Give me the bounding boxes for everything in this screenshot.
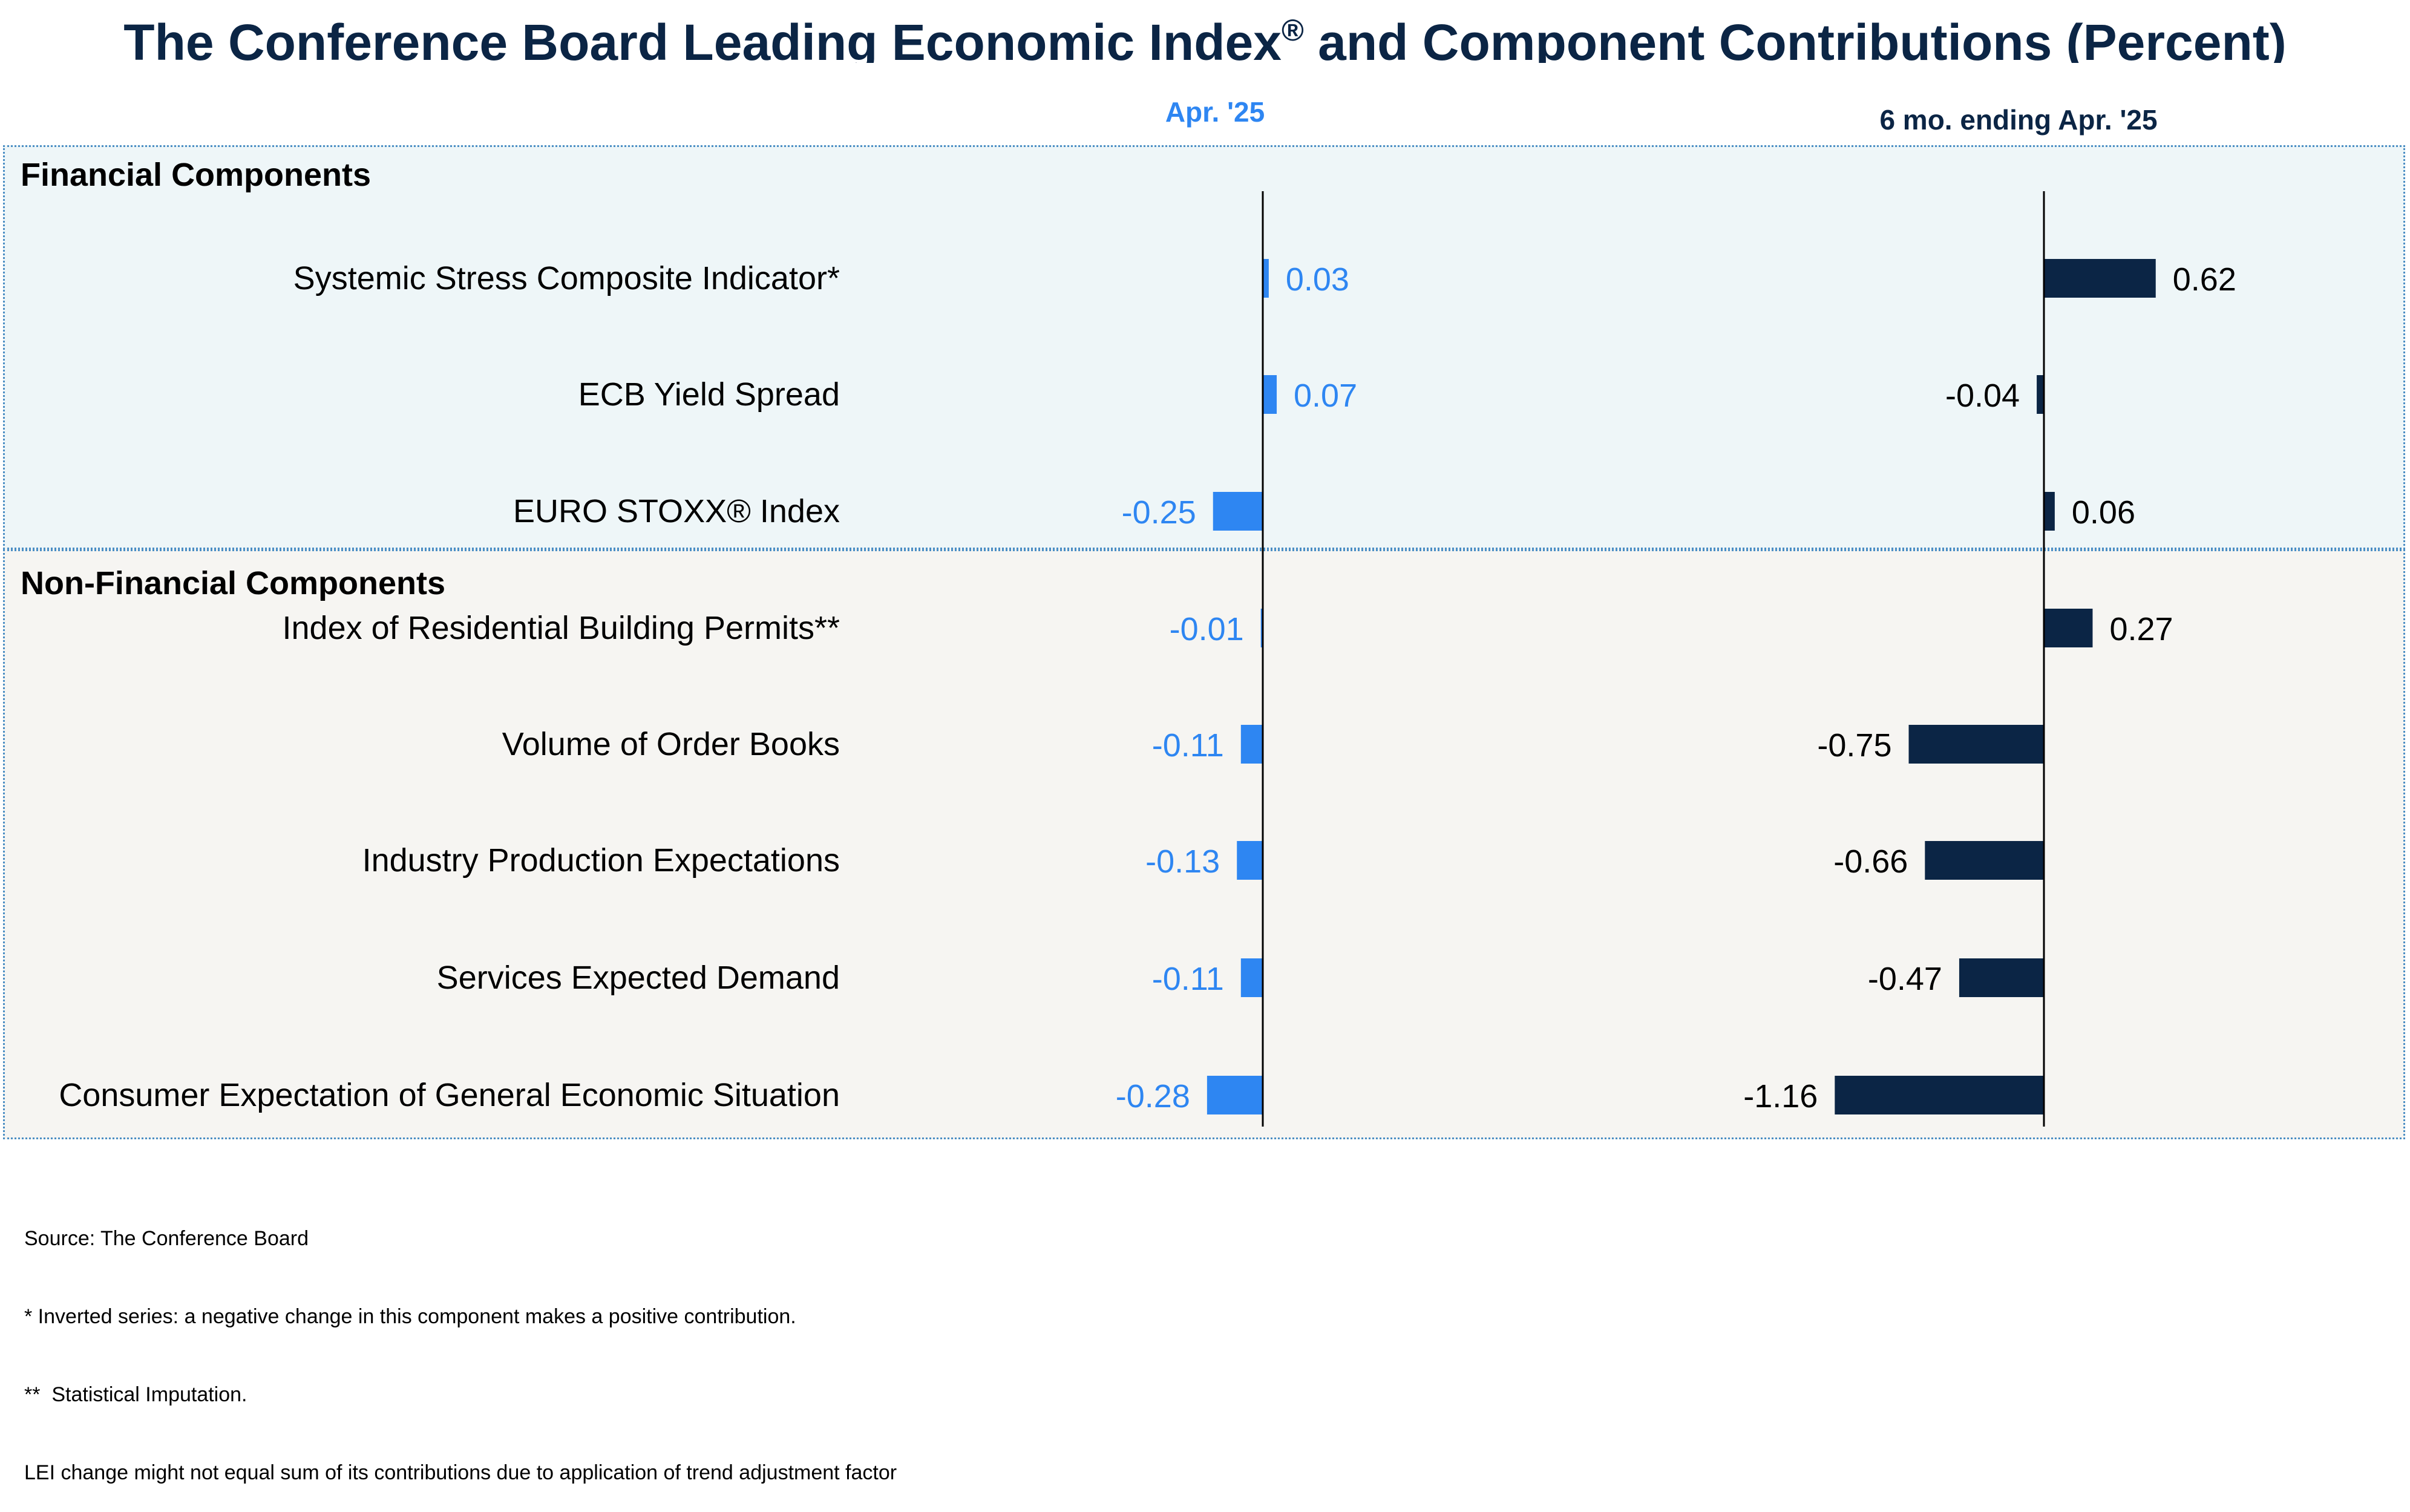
category-label: EURO STOXX® Index	[513, 493, 840, 529]
component-contributions-chart: Systemic Stress Composite Indicator* ECB …	[59, 191, 2236, 1127]
apr-bar	[1240, 958, 1263, 997]
apr-bar	[1240, 725, 1263, 764]
apr-value-label: -0.11	[1152, 961, 1224, 997]
chart-title: The Conference Board Leading Economic In…	[0, 5, 2410, 63]
six-month-value-label: -1.16	[1743, 1078, 1818, 1114]
apr-value-label: -0.25	[1122, 494, 1196, 531]
six-month-value-label: -0.04	[1945, 378, 2020, 414]
apr-value-label: 0.07	[1294, 378, 1357, 414]
section-label-financial: Financial Components	[21, 157, 372, 193]
category-label: ECB Yield Spread	[578, 376, 840, 413]
apr-value-label: 0.03	[1286, 261, 1349, 298]
six-month-value-label: -0.75	[1817, 727, 1891, 764]
six-month-value-label: -0.66	[1833, 843, 1908, 880]
category-label: Volume of Order Books	[502, 726, 840, 762]
apr-value-label: -0.28	[1116, 1078, 1190, 1114]
category-label: Services Expected Demand	[437, 960, 840, 996]
apr-bar	[1260, 609, 1263, 647]
title-rest: and Component Contributions (Percent)	[1303, 14, 2287, 63]
apr-bar	[1263, 259, 1269, 298]
financial-components-panel	[3, 145, 2405, 549]
column-header-apr: Apr. '25	[1165, 96, 1265, 128]
apr-value-label: -0.13	[1145, 843, 1220, 880]
category-label: Industry Production Expectations	[362, 842, 840, 879]
apr-value-label: -0.11	[1152, 727, 1224, 764]
apr-bar	[1237, 841, 1263, 880]
apr-value-label: -0.01	[1170, 611, 1244, 647]
footnote-inverted-series: * Inverted series: a negative change in …	[24, 1305, 796, 1328]
six-month-bar	[1925, 841, 2044, 880]
footnote-trend-adjustment: LEI change might not equal sum of its co…	[24, 1461, 897, 1484]
category-label: Index of Residential Building Permits**	[283, 610, 840, 646]
six-month-bar	[2044, 259, 2156, 298]
category-label: Systemic Stress Composite Indicator*	[293, 260, 840, 296]
six-month-bar	[2044, 609, 2093, 647]
six-month-value-label: 0.06	[2072, 494, 2135, 531]
six-month-bar	[1959, 958, 2044, 997]
six-month-bar	[1908, 725, 2044, 764]
six-month-bar	[1835, 1076, 2044, 1114]
apr-bar	[1213, 492, 1263, 531]
footnote-source: Source: The Conference Board	[24, 1227, 309, 1250]
six-month-bar	[2044, 492, 2055, 531]
footnote-statistical-imputation: ** Statistical Imputation.	[24, 1383, 247, 1406]
apr-bar	[1207, 1076, 1263, 1114]
apr-bar	[1263, 375, 1277, 414]
section-label-non-financial: Non-Financial Components	[21, 565, 445, 601]
title-main: The Conference Board Leading Economic In…	[123, 14, 1282, 63]
six-month-value-label: 0.62	[2173, 261, 2236, 298]
six-month-bar	[2037, 375, 2044, 414]
title-registered-mark: ®	[1281, 13, 1304, 47]
six-month-value-label: -0.47	[1868, 961, 1942, 997]
six-month-value-label: 0.27	[2109, 611, 2173, 647]
column-header-six-month: 6 mo. ending Apr. '25	[1879, 104, 2158, 136]
category-label: Consumer Expectation of General Economic…	[59, 1077, 840, 1113]
footnotes: Source: The Conference Board * Inverted …	[24, 1174, 897, 1512]
